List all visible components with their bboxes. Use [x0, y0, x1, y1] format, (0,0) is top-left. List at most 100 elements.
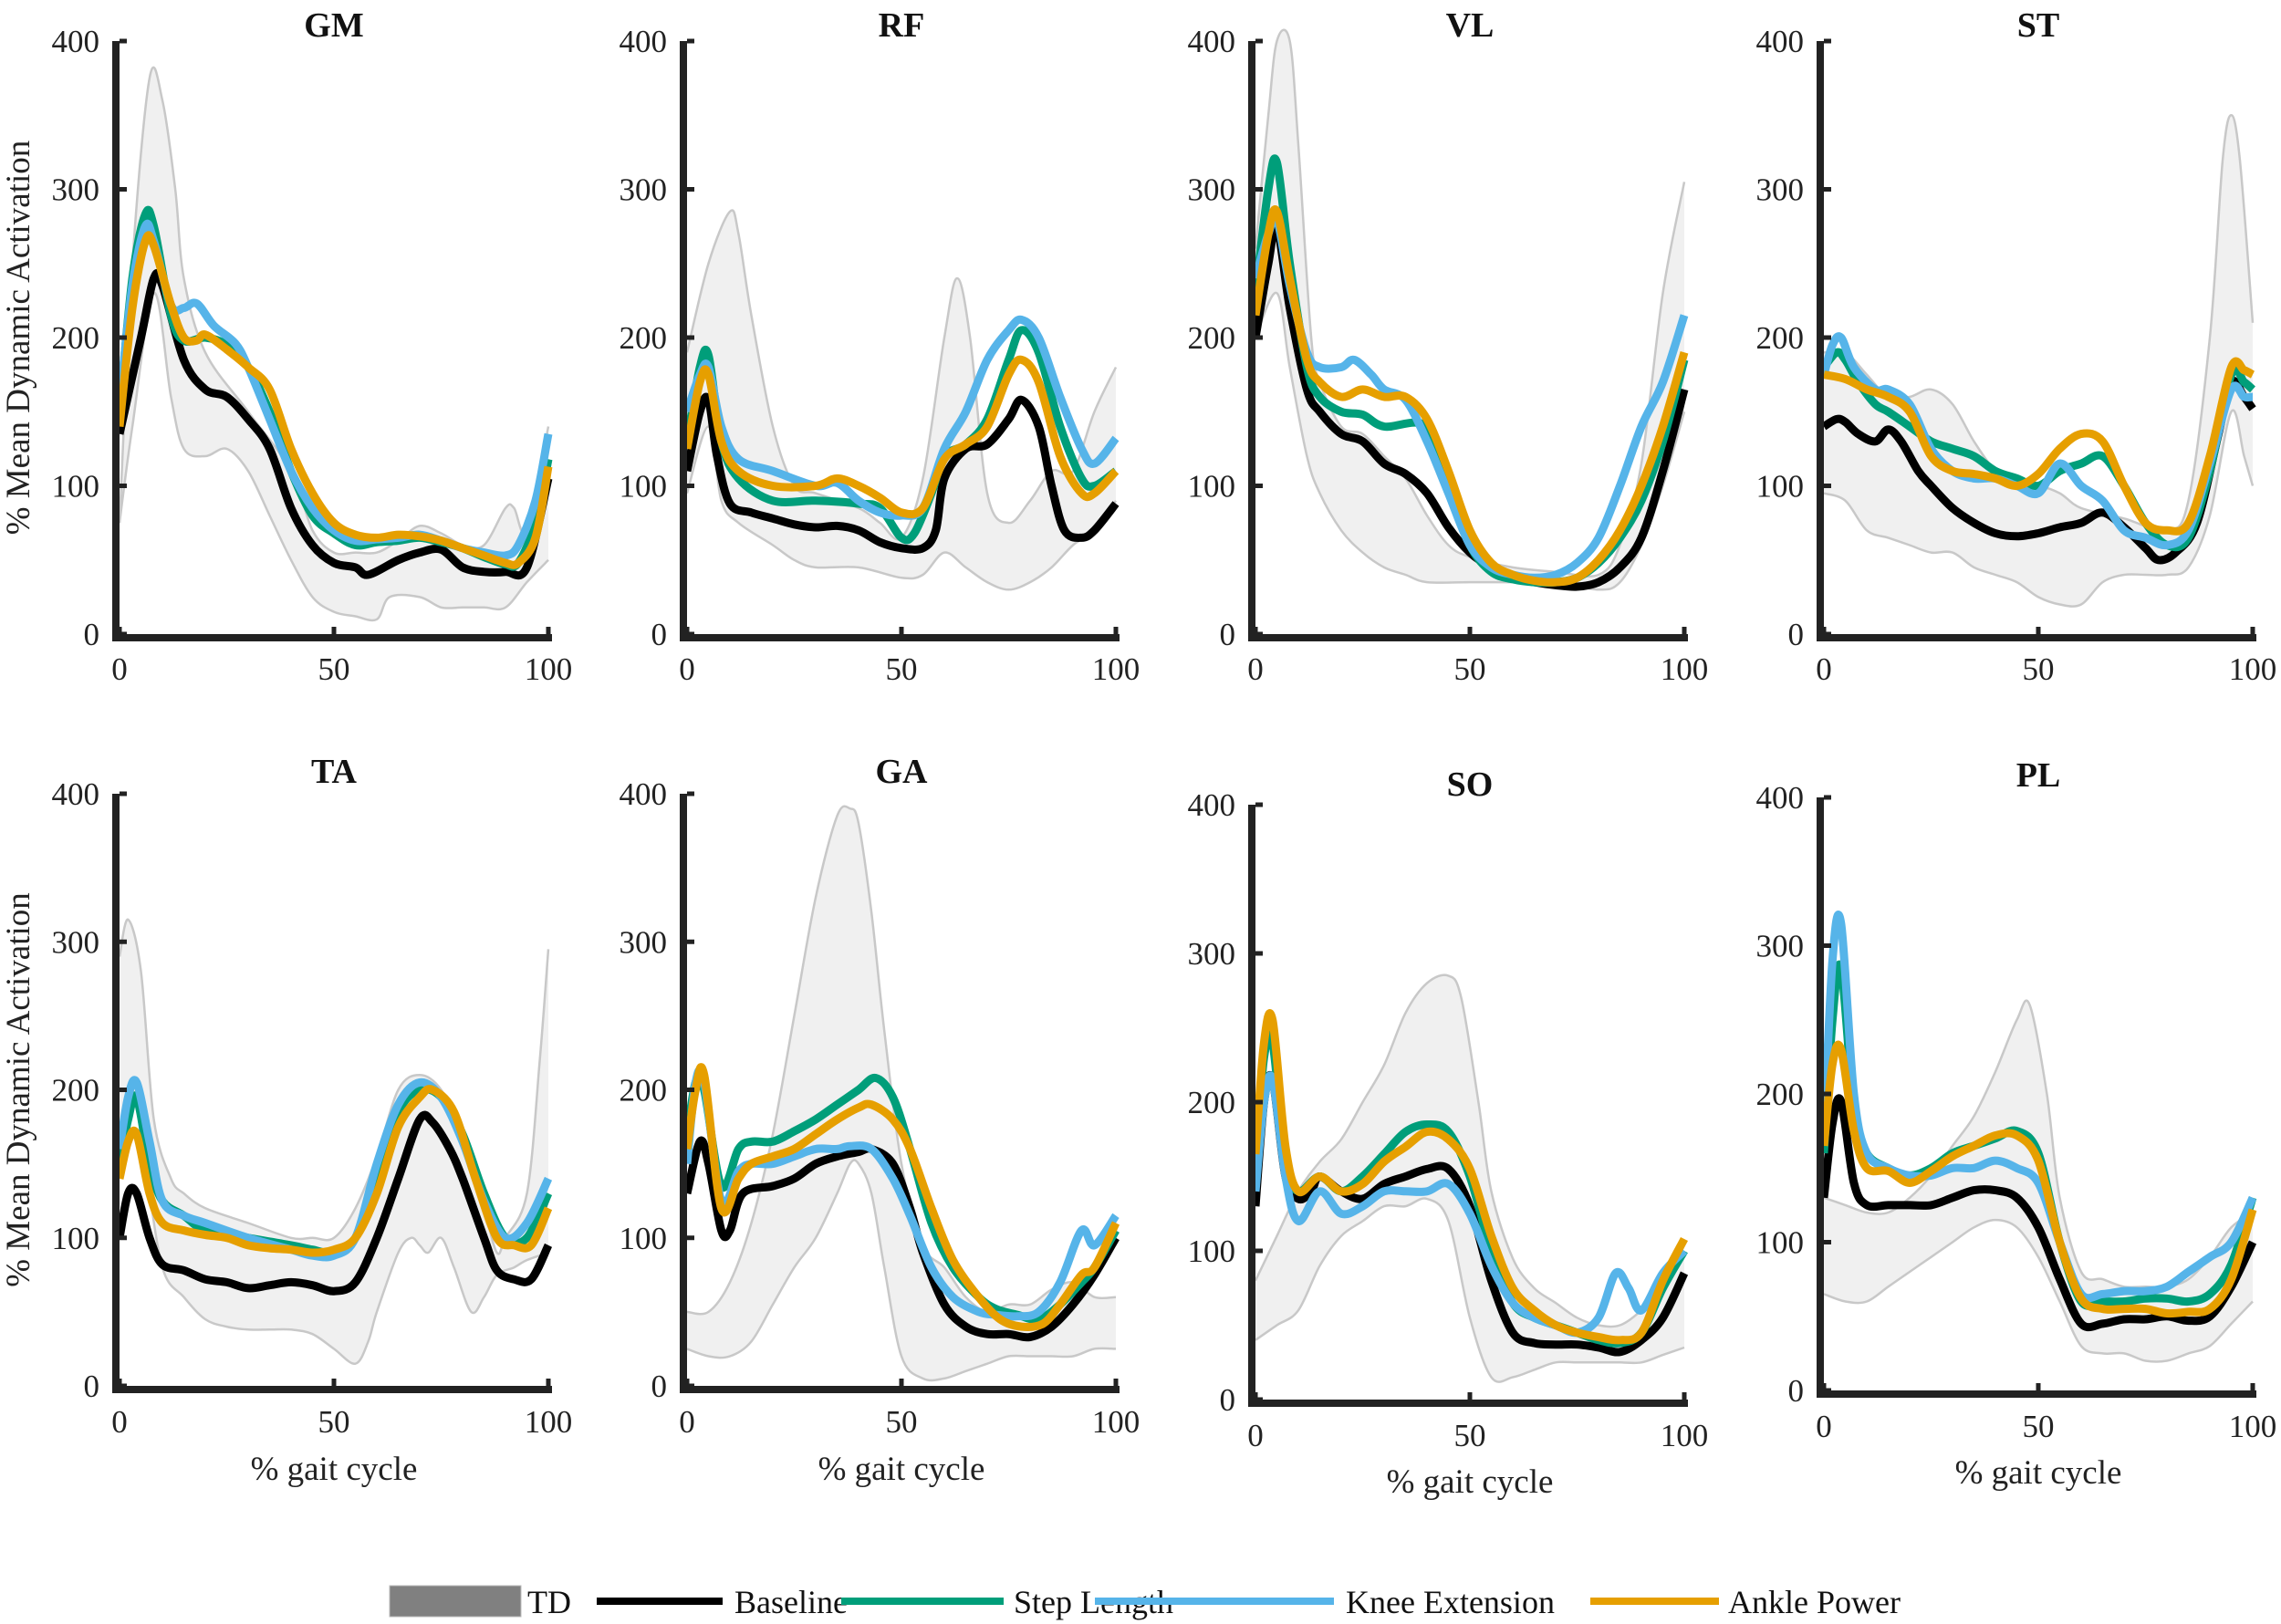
- y-tick-label: 400: [620, 776, 668, 812]
- panel-so: SO 0 100 200 300 400 0 50 100 % gait cycle: [1188, 765, 1709, 1501]
- y-tick-label: 200: [52, 320, 100, 356]
- series-line-ankle-power: [682, 1063, 1120, 1331]
- td-lower-edge: [686, 1159, 1117, 1382]
- td-lower-edge: [1823, 409, 2255, 608]
- y-tick-label: 0: [84, 1369, 100, 1404]
- td-lower-edge: [118, 1088, 549, 1365]
- td-band: [120, 919, 548, 1364]
- y-tick-label: 200: [1188, 1085, 1236, 1120]
- panel-pl: PL 0 100 200 300 400 0 50 100 % gait cycle: [1756, 756, 2277, 1492]
- x-axis-label: % gait cycle: [1387, 1463, 1554, 1501]
- x-tick-label: 100: [2229, 1409, 2277, 1444]
- x-tick-label: 0: [679, 1404, 695, 1440]
- td-upper-edge: [685, 209, 1118, 541]
- y-tick-label: 200: [52, 1073, 100, 1109]
- y-tick-label: 100: [620, 469, 668, 505]
- y-tick-label: 300: [1756, 172, 1805, 208]
- x-tick-label: 100: [525, 1404, 573, 1440]
- x-tick-label: 0: [111, 1404, 128, 1440]
- x-tick-label: 0: [1816, 1409, 1832, 1444]
- x-tick-label: 100: [1661, 651, 1709, 687]
- series-line-baseline: [115, 1110, 553, 1296]
- panel-st: ST 0 100 200 300 400 0 50 100: [1756, 6, 2277, 687]
- panel-title: GA: [876, 753, 929, 791]
- panel-title: SO: [1447, 765, 1494, 804]
- series-line-baseline: [682, 392, 1120, 554]
- td-lower-edge: [1823, 1218, 2254, 1363]
- panel-title: GM: [304, 6, 363, 45]
- y-tick-label: 0: [1220, 617, 1236, 652]
- x-tick-label: 50: [1454, 1418, 1486, 1453]
- y-tick-label: 200: [1756, 1077, 1805, 1112]
- series-line-knee-extension: [1251, 1071, 1688, 1338]
- y-tick-label: 300: [52, 924, 100, 960]
- series-line-knee-extension: [1819, 911, 2257, 1303]
- td-upper-edge: [118, 66, 550, 556]
- panel-vl: VL 0 100 200 300 400 0 50 100: [1188, 6, 1709, 687]
- x-axis-label: % gait cycle: [818, 1451, 985, 1488]
- series-line-ankle-power: [1251, 205, 1689, 587]
- panel-title: RF: [879, 6, 925, 45]
- y-tick-label: 300: [620, 172, 668, 208]
- y-tick-label: 300: [1188, 172, 1236, 208]
- x-tick-label: 50: [318, 1404, 350, 1440]
- y-tick-label: 400: [1756, 24, 1805, 59]
- x-tick-label: 0: [111, 651, 128, 687]
- x-axis-label: % gait cycle: [1955, 1454, 2122, 1492]
- x-tick-label: 50: [886, 1404, 918, 1440]
- series-line-step-length: [682, 1072, 1120, 1324]
- panel-ta: TA 0 100 200 300 400 0 50 100 % Mean Dynamic Acti…: [0, 753, 572, 1488]
- y-tick-label: 400: [1188, 24, 1236, 59]
- y-tick-label: 0: [1788, 617, 1805, 652]
- x-tick-label: 0: [1816, 651, 1832, 687]
- y-tick-label: 400: [1188, 787, 1236, 823]
- y-tick-label: 100: [1188, 469, 1236, 505]
- td-upper-edge: [686, 805, 1117, 1316]
- y-tick-label: 0: [1220, 1382, 1236, 1418]
- x-tick-label: 0: [1247, 1418, 1264, 1453]
- x-tick-label: 100: [525, 651, 573, 687]
- series-line-ankle-power: [115, 231, 553, 569]
- x-tick-label: 0: [1247, 651, 1264, 687]
- y-tick-label: 300: [620, 924, 668, 960]
- legend-label-td: TD: [527, 1584, 571, 1620]
- y-tick-label: 200: [620, 320, 668, 356]
- td-lower-edge: [1254, 292, 1686, 591]
- x-tick-label: 50: [1454, 651, 1486, 687]
- td-band: [687, 806, 1116, 1381]
- x-tick-label: 50: [886, 651, 918, 687]
- x-tick-label: 50: [318, 651, 350, 687]
- series-line-ankle-power: [1251, 1009, 1689, 1345]
- y-tick-label: 200: [1756, 320, 1805, 356]
- x-tick-label: 100: [1661, 1418, 1709, 1453]
- td-lower-edge: [685, 425, 1118, 591]
- panel-title: TA: [311, 753, 358, 791]
- td-upper-edge: [1254, 973, 1686, 1328]
- y-tick-label: 300: [1188, 936, 1236, 972]
- x-tick-label: 100: [1092, 651, 1140, 687]
- y-tick-label: 400: [620, 24, 668, 59]
- series-line-ankle-power: [1819, 1040, 2257, 1318]
- td-band: [1255, 29, 1684, 590]
- series-line-ankle-power: [115, 1085, 553, 1257]
- legend-swatch-td: [389, 1585, 522, 1618]
- y-tick-label: 400: [1756, 780, 1805, 816]
- x-tick-label: 50: [2023, 1409, 2055, 1444]
- y-tick-label: 400: [52, 24, 100, 59]
- y-tick-label: 200: [620, 1073, 668, 1109]
- x-tick-label: 0: [679, 651, 695, 687]
- series-line-ankle-power: [1823, 357, 2255, 536]
- y-tick-label: 100: [620, 1221, 668, 1256]
- panel-title: ST: [2017, 6, 2059, 45]
- y-tick-label: 200: [1188, 320, 1236, 356]
- panel-ga: GA 0 100 200 300 400 0 50 100 % gait cycle: [620, 753, 1140, 1488]
- panel-title: PL: [2016, 756, 2061, 795]
- series-line-baseline: [1251, 221, 1689, 591]
- y-tick-label: 0: [651, 1369, 668, 1404]
- y-axis-label: % Mean Dynamic Activation: [0, 141, 37, 536]
- legend-label-ankle-power: Ankle Power: [1728, 1584, 1901, 1620]
- y-tick-label: 100: [1756, 1225, 1805, 1261]
- x-axis-label: % gait cycle: [251, 1451, 418, 1488]
- y-axis-label: % Mean Dynamic Activation: [0, 892, 37, 1287]
